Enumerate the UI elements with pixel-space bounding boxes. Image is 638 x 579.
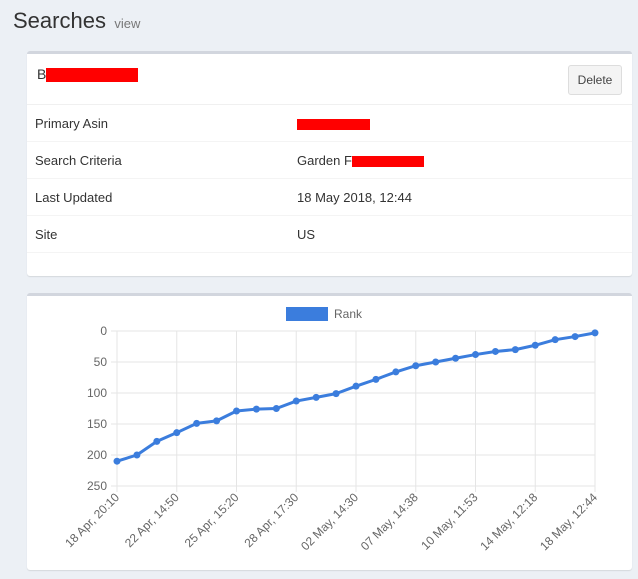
page-title: Searches (13, 8, 106, 33)
legend-swatch (286, 307, 328, 321)
search-details-box: B Delete Primary Asin Search Criteria Ga… (27, 51, 632, 276)
legend-label: Rank (334, 307, 363, 321)
detail-label: Last Updated (27, 178, 289, 216)
y-tick-label: 250 (87, 479, 107, 493)
box-header: B Delete (27, 54, 632, 105)
data-point (153, 437, 161, 445)
delete-button[interactable]: Delete (568, 65, 622, 95)
data-point (252, 405, 260, 413)
redaction-mark (351, 155, 424, 167)
data-point (472, 351, 479, 359)
data-point (352, 382, 360, 390)
x-tick-label: 25 Apr, 15:20 (182, 490, 242, 550)
data-point (531, 341, 539, 349)
chart-grid (111, 330, 596, 492)
detail-value (289, 105, 632, 142)
x-tick-label: 10 May, 11:53 (418, 490, 481, 553)
data-point (193, 419, 201, 427)
data-point (452, 354, 460, 362)
detail-label: Site (27, 215, 289, 253)
x-tick-label: 14 May, 12:18 (477, 490, 540, 553)
detail-label: Primary Asin (27, 105, 289, 142)
table-row: Primary Asin (27, 105, 632, 142)
page-header: Searches view (13, 8, 140, 38)
x-tick-label: 18 Apr, 20:10 (62, 490, 122, 550)
detail-label: Search Criteria (27, 141, 289, 179)
x-axis: 18 Apr, 20:10 22 Apr, 14:50 25 Apr, 15:20 2… (62, 490, 600, 553)
details-table: Primary Asin Search Criteria Garden F La… (27, 105, 632, 253)
x-tick-label: 07 May, 14:38 (358, 490, 421, 553)
search-title: B (37, 66, 139, 83)
data-point (551, 336, 559, 344)
y-axis: 0 50 100 150 200 250 (87, 324, 107, 493)
search-criteria-value: Garden F (297, 152, 352, 168)
table-row: Last Updated 18 May 2018, 12:44 (27, 178, 632, 216)
search-title-text: B (37, 66, 47, 82)
rank-chart-box: Rank 0 50 100 150 200 250 18 Apr, 20:10 22 Apr… (27, 293, 632, 570)
x-tick-label: 18 May, 12:44 (537, 490, 600, 553)
y-tick-label: 100 (87, 386, 107, 400)
data-point (571, 333, 579, 341)
data-point (312, 393, 320, 401)
chart-series (113, 329, 599, 465)
y-tick-label: 150 (87, 417, 107, 431)
data-point (332, 390, 340, 398)
data-point (173, 429, 181, 437)
data-point (432, 358, 440, 366)
table-row: Site US (27, 215, 632, 253)
data-point (392, 368, 400, 376)
x-tick-label: 02 May, 14:30 (298, 490, 361, 553)
data-point (491, 347, 499, 355)
data-point (511, 346, 519, 354)
detail-value: Garden F (289, 141, 632, 179)
y-tick-label: 0 (100, 324, 107, 338)
chart-legend: Rank (286, 307, 363, 321)
y-tick-label: 200 (87, 448, 107, 462)
detail-value: 18 May 2018, 12:44 (289, 178, 632, 216)
redaction-mark (297, 118, 370, 130)
data-point (412, 362, 420, 370)
data-point (133, 451, 141, 459)
data-point (113, 457, 121, 465)
rank-chart: Rank 0 50 100 150 200 250 18 Apr, 20:10 22 Apr… (62, 307, 600, 553)
x-tick-label: 22 Apr, 14:50 (122, 490, 182, 550)
data-point (233, 407, 240, 415)
redaction-mark (46, 68, 139, 83)
page-subtitle: view (114, 16, 141, 31)
data-point (591, 329, 599, 337)
x-tick-label: 28 Apr, 17:30 (241, 490, 301, 550)
table-row: Search Criteria Garden F (27, 141, 632, 179)
data-point (292, 397, 300, 405)
detail-value: US (289, 215, 632, 253)
y-tick-label: 50 (94, 355, 108, 369)
data-point (372, 375, 380, 383)
data-point (213, 417, 221, 425)
data-point (272, 405, 280, 412)
